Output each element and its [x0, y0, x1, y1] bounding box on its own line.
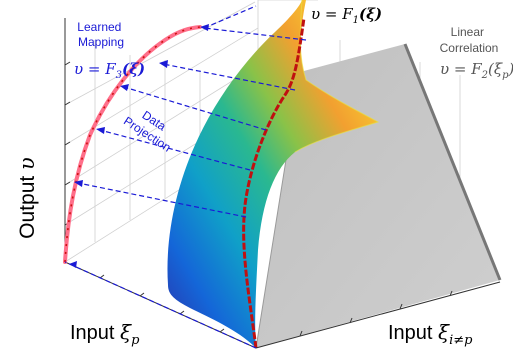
output-axis-label: Output υ	[15, 157, 39, 239]
surface-projection-curve	[242, 17, 306, 349]
learned-mapping-label: Learned Mapping	[77, 20, 124, 49]
linear-correlation-label: Linear Correlation	[440, 25, 499, 55]
input-other-label: Input ξi≠p	[388, 320, 473, 348]
input-p-label: Input ξp	[70, 320, 140, 348]
svg-text:Output υ: Output υ	[15, 157, 39, 239]
f3-equation: υ = F3(ξ)	[74, 60, 145, 81]
learned-mapping-curve	[63, 25, 202, 264]
projection-arrowheads	[69, 24, 209, 268]
f1-equation: υ = F1(ξ)	[311, 5, 382, 26]
projection-arrows	[64, 5, 307, 349]
f2-equation: υ = F2(ξp)	[440, 60, 513, 81]
